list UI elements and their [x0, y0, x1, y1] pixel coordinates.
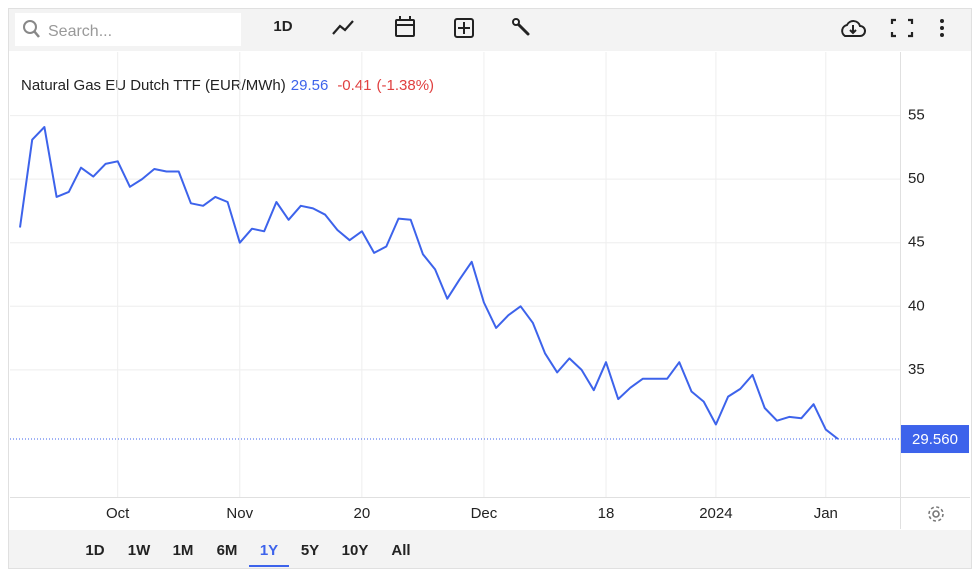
interval-button[interactable]: 1D [273, 18, 292, 35]
x-tick-label: Nov [226, 505, 253, 522]
y-tick-label: 35 [908, 361, 925, 378]
download-icon[interactable] [841, 20, 866, 37]
range-button[interactable]: 1W [128, 542, 151, 559]
range-button[interactable]: All [391, 542, 410, 559]
instrument-title: Natural Gas EU Dutch TTF (EUR/MWh) [21, 77, 286, 94]
range-button[interactable]: 1Y [260, 542, 278, 559]
price-change-percent: (-1.38%) [377, 77, 435, 94]
y-tick-label: 55 [908, 107, 925, 124]
settings-wrench-icon[interactable] [512, 18, 530, 36]
x-tick-label: Dec [471, 505, 498, 522]
last-price: 29.56 [291, 77, 329, 94]
range-button[interactable]: 1D [85, 542, 104, 559]
range-bar [9, 530, 971, 568]
last-price-box [901, 425, 969, 454]
add-indicator-icon[interactable] [454, 18, 474, 38]
search-box[interactable] [15, 13, 241, 46]
menu-icon[interactable] [940, 19, 944, 37]
legend: Natural Gas EU Dutch TTF (EUR/MWh) 29.56-… [21, 77, 434, 94]
x-tick-label: 2024 [699, 505, 732, 522]
x-tick-label: Jan [814, 505, 838, 522]
price-change: -0.41 [337, 77, 371, 94]
range-button[interactable]: 10Y [342, 542, 369, 559]
y-tick-label: 45 [908, 234, 925, 251]
search-placeholder: Search... [48, 23, 112, 40]
search-icon [33, 30, 40, 38]
chart-type-icon[interactable] [332, 20, 354, 35]
search-icon [23, 20, 37, 34]
range-button[interactable]: 1M [173, 542, 194, 559]
x-tick-label: 18 [598, 505, 615, 522]
range-selected-underline [249, 565, 289, 567]
x-tick-label: 20 [354, 505, 371, 522]
price-line [19, 126, 839, 440]
last-price-label: 29.560 [912, 431, 958, 448]
x-tick-label: Oct [106, 505, 130, 522]
calendar-icon[interactable] [395, 16, 415, 37]
fullscreen-icon[interactable] [890, 18, 914, 38]
range-button[interactable]: 6M [217, 542, 238, 559]
range-button[interactable]: 5Y [301, 542, 319, 559]
y-tick-label: 50 [908, 170, 925, 187]
gear-icon[interactable] [928, 506, 944, 522]
y-tick-label: 40 [908, 297, 925, 314]
frame [8, 8, 972, 569]
